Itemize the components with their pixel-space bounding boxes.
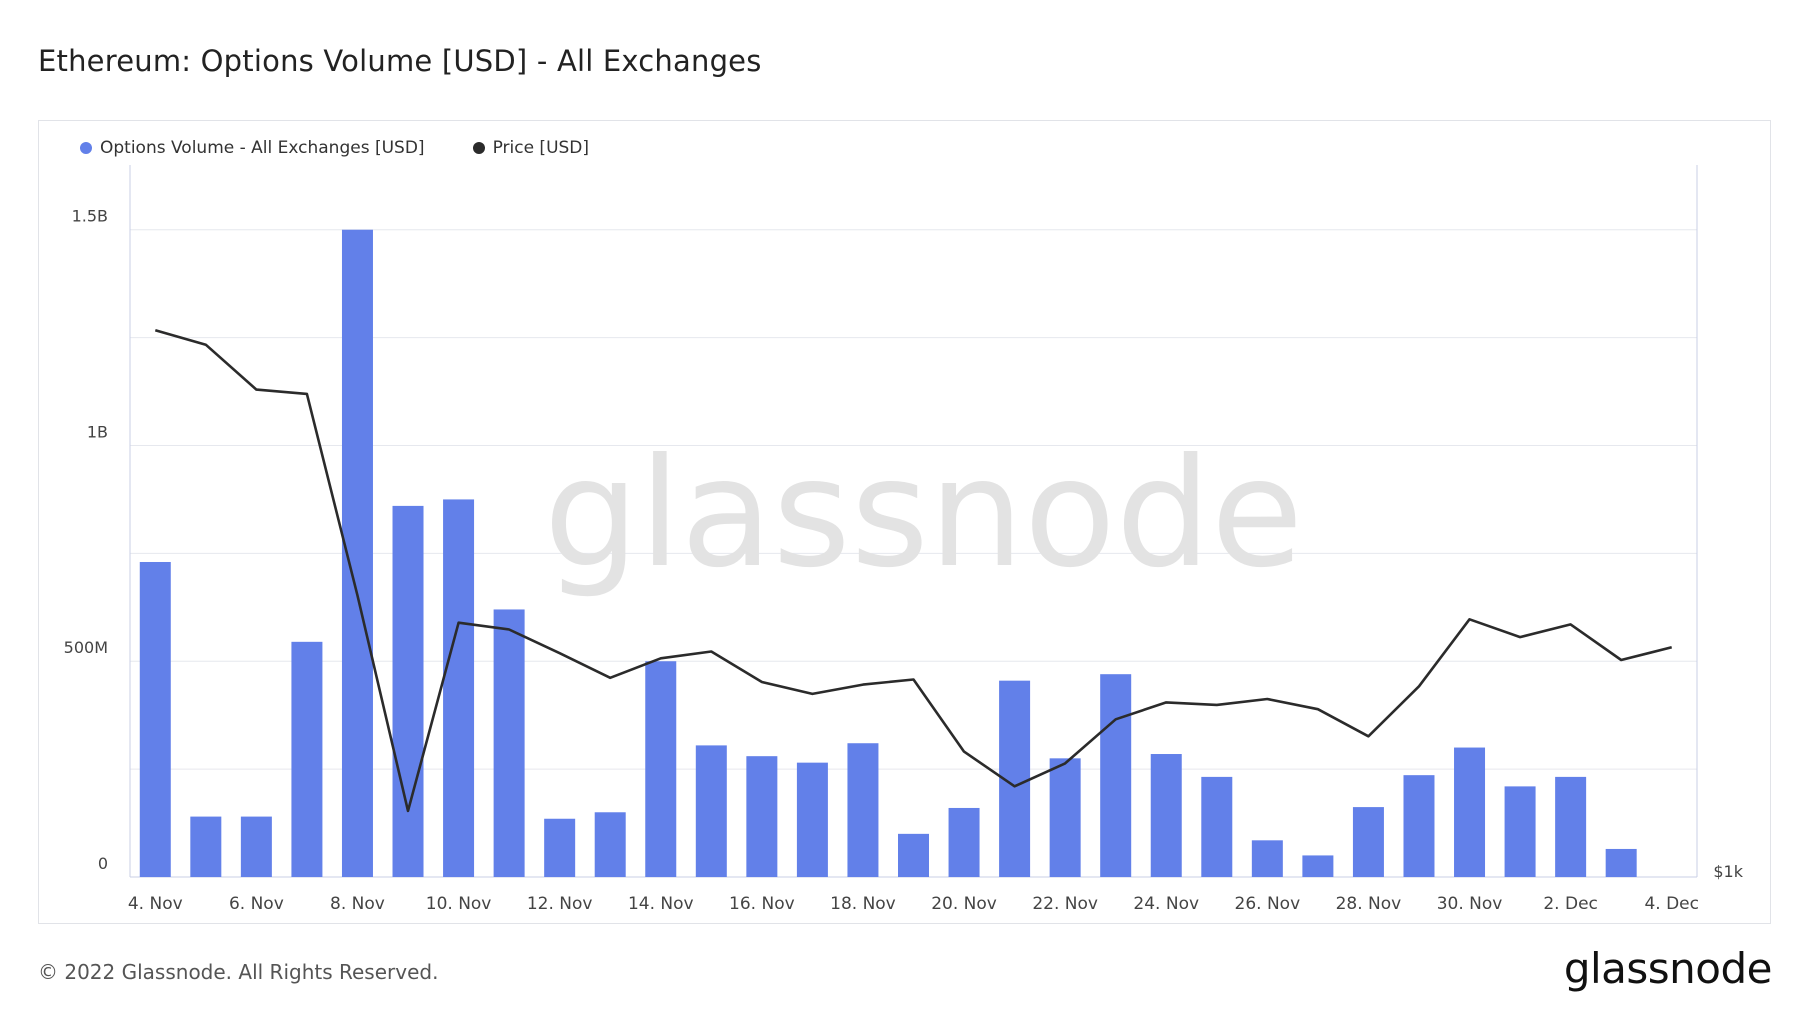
volume-bar	[847, 743, 879, 877]
y-tick-label-left: 1.5B	[72, 207, 108, 226]
legend: Options Volume - All Exchanges [USD] Pri…	[80, 138, 589, 158]
y-tick-label-left: 500M	[64, 638, 108, 657]
volume-bar	[1302, 855, 1334, 877]
volume-bar	[1605, 848, 1637, 877]
volume-bar	[1251, 840, 1283, 877]
chart-title: Ethereum: Options Volume [USD] - All Exc…	[38, 44, 762, 78]
legend-label-price: Price [USD]	[492, 138, 590, 158]
volume-bar	[392, 505, 424, 877]
volume-bar	[291, 641, 323, 877]
volume-bar	[948, 807, 980, 877]
x-tick-label: 6. Nov	[229, 894, 284, 914]
volume-bar	[1454, 747, 1486, 877]
brand-logo: glassnode	[1563, 944, 1773, 993]
x-tick-label: 28. Nov	[1336, 894, 1402, 914]
chart-frame	[38, 120, 1771, 924]
volume-bar	[1555, 776, 1587, 877]
volume-bar	[746, 756, 778, 877]
watermark-text: glassnode	[544, 427, 1303, 601]
legend-item-price[interactable]: Price [USD]	[472, 138, 590, 158]
volume-bar	[1100, 674, 1132, 877]
volume-bar	[796, 762, 828, 877]
x-tick-label: 4. Nov	[128, 894, 183, 914]
x-tick-label: 22. Nov	[1032, 894, 1098, 914]
volume-bar	[1403, 775, 1435, 877]
volume-bar	[695, 745, 727, 877]
volume-bar	[1504, 786, 1536, 877]
x-tick-label: 24. Nov	[1133, 894, 1199, 914]
copyright-text: © 2022 Glassnode. All Rights Reserved.	[38, 960, 439, 984]
x-tick-label: 16. Nov	[729, 894, 795, 914]
volume-bar	[1150, 754, 1182, 877]
volume-bar	[240, 816, 272, 877]
x-tick-label: 8. Nov	[330, 894, 385, 914]
legend-item-volume[interactable]: Options Volume - All Exchanges [USD]	[80, 138, 425, 158]
x-tick-label: 12. Nov	[527, 894, 593, 914]
x-tick-label: 2. Dec	[1543, 894, 1598, 914]
x-tick-label: 10. Nov	[426, 894, 492, 914]
volume-bar	[1352, 807, 1384, 877]
legend-dot-volume	[80, 142, 92, 154]
x-tick-label: 26. Nov	[1235, 894, 1301, 914]
volume-bar	[443, 499, 475, 877]
volume-bar	[594, 812, 626, 877]
volume-bar	[493, 609, 525, 877]
y-tick-label-left: 0	[98, 854, 108, 873]
volume-bar	[139, 561, 171, 877]
x-tick-label: 14. Nov	[628, 894, 694, 914]
volume-bar	[898, 833, 929, 877]
x-tick-label: 4. Dec	[1644, 894, 1699, 914]
volume-bar	[190, 816, 222, 877]
price-line	[154, 329, 1673, 813]
volume-bar	[645, 661, 677, 877]
legend-dot-price	[472, 142, 485, 154]
y-tick-label-left: 1B	[87, 422, 108, 441]
x-tick-label: 30. Nov	[1437, 894, 1503, 914]
volume-bar	[1049, 758, 1081, 877]
legend-label-volume: Options Volume - All Exchanges [USD]	[100, 138, 425, 158]
y-tick-label-right: $1k	[1713, 862, 1743, 881]
x-tick-label: 18. Nov	[830, 894, 896, 914]
volume-bar	[1201, 776, 1233, 877]
volume-bar	[544, 818, 576, 877]
x-tick-label: 20. Nov	[931, 894, 997, 914]
